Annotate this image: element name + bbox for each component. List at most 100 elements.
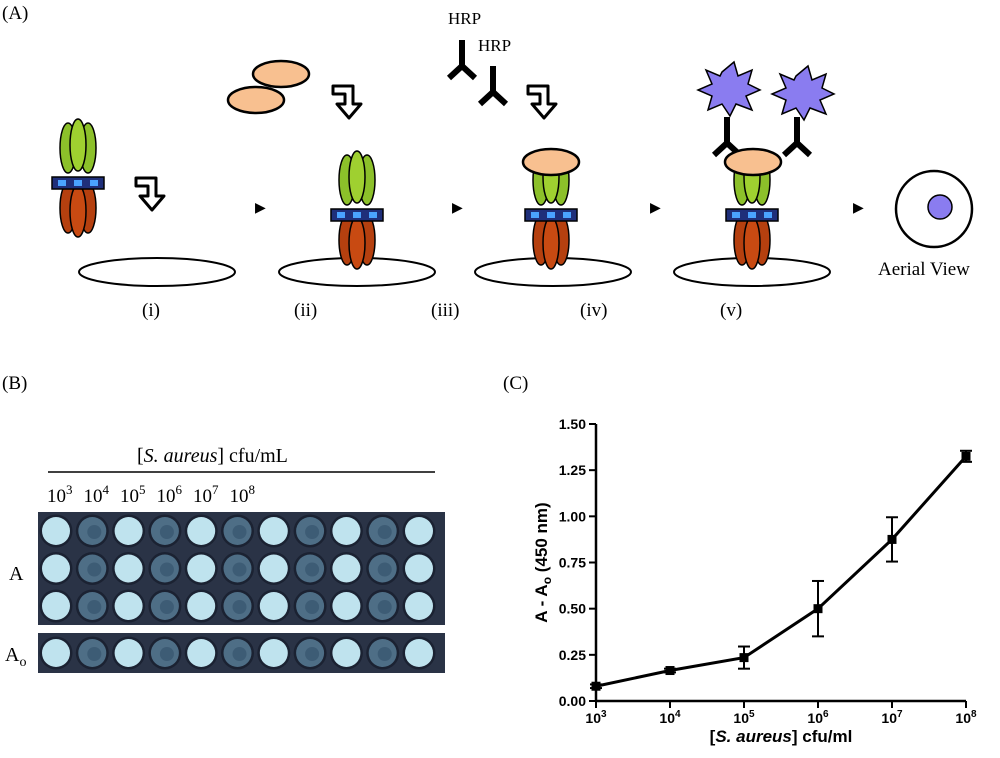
data-point (813, 604, 823, 614)
receptor-complex-bound (330, 150, 384, 270)
well (42, 639, 70, 667)
x-tick-label: 105 (733, 709, 755, 726)
y-tick-label: 1.50 (559, 416, 586, 432)
antibody-icon (449, 40, 475, 78)
bacterium-icon (723, 147, 783, 177)
well (42, 554, 70, 583)
y-axis-label: A - Ao (450 nm) (532, 502, 554, 622)
well-center (305, 525, 320, 539)
well-center (87, 647, 102, 661)
data-point (739, 653, 749, 663)
well (187, 554, 216, 583)
antibody-icon (714, 117, 740, 155)
step-label-iii: (iii) (431, 300, 460, 321)
x-tick-label: 103 (585, 709, 607, 726)
bacterium-icon (226, 85, 286, 115)
step-label-i: (i) (142, 300, 160, 321)
x-axis-label: [S. aureus] cfu/ml (710, 727, 853, 746)
concentration-label: 105 (120, 482, 146, 507)
panel-a: (A) ▶ ▶ HRP HRP ▶ ▶ Aer (2, 3, 974, 321)
well (405, 554, 433, 583)
panel-c-label: (C) (503, 373, 528, 394)
well (405, 592, 433, 620)
plate-header: [S. aureus] cfu/mL (137, 445, 288, 467)
aerial-view-label: Aerial View (878, 259, 970, 280)
well-center (305, 647, 320, 661)
step-arrow-4: ▶ (853, 201, 864, 216)
well (259, 517, 288, 545)
panel-b-label: (B) (2, 373, 27, 394)
well-center (232, 562, 247, 577)
curved-arrow-icon (134, 176, 166, 212)
step-arrow-2: ▶ (452, 201, 463, 216)
well (259, 639, 288, 667)
hrp-label-2: HRP (478, 36, 511, 55)
well-center (305, 600, 320, 614)
well (187, 592, 216, 620)
x-tick-label: 107 (881, 709, 903, 726)
well-center (87, 562, 102, 577)
well (114, 639, 143, 667)
well (332, 639, 361, 667)
panel-b: (B) [S. aureus] cfu/mL 103 104 105 106 107 10… (2, 373, 445, 673)
well-center (159, 525, 174, 539)
well-center (232, 647, 247, 661)
step-label-ii: (ii) (294, 300, 317, 321)
well (187, 517, 216, 545)
well (332, 554, 361, 583)
step-arrow-1: ▶ (255, 201, 266, 216)
y-tick-label: 0.00 (559, 693, 586, 709)
receptor-complex-free (51, 118, 105, 238)
bacterium-icon (521, 147, 581, 177)
well-surface-i (78, 257, 236, 287)
well-center (232, 600, 247, 614)
data-point (961, 451, 971, 461)
curved-arrow-icon (331, 84, 363, 120)
well-center (377, 562, 392, 577)
antibody-icon (480, 66, 506, 104)
antibody-icon (784, 117, 810, 155)
hrp-label-1: HRP (448, 9, 481, 28)
row-label-ao: Ao (5, 644, 26, 670)
well (114, 517, 143, 545)
concentration-label: 107 (193, 482, 219, 507)
curved-arrow-icon (526, 84, 558, 120)
bacterium-icon (251, 59, 311, 89)
x-tick-label: 104 (659, 709, 681, 726)
series-line (595, 455, 968, 688)
chart-plot: 0.00 0.25 0.50 0.75 1.00 1.25 1.50 103 104 105 106… (532, 416, 977, 746)
concentration-label: 106 (157, 482, 183, 507)
well (114, 592, 143, 620)
signal-spot-icon (927, 194, 953, 220)
well-center (159, 600, 174, 614)
well-center (232, 525, 247, 539)
y-tick-label: 1.00 (559, 508, 586, 524)
well (187, 639, 216, 667)
x-tick-label: 106 (807, 709, 829, 726)
row-label-a: A (9, 563, 24, 585)
well (405, 639, 433, 667)
step-label-iv: (iv) (580, 300, 607, 321)
well-center (159, 562, 174, 577)
step-label-v: (v) (720, 300, 742, 321)
concentration-label: 104 (84, 482, 110, 507)
concentration-label: 103 (47, 482, 73, 507)
well (405, 517, 433, 545)
y-tick-label: 0.25 (559, 647, 586, 663)
step-arrow-3: ▶ (650, 201, 661, 216)
well (42, 592, 70, 620)
well-center (377, 600, 392, 614)
hrp-burst-icon (696, 60, 762, 118)
concentration-label: 108 (230, 482, 256, 507)
wells-ao (39, 636, 436, 670)
data-point (665, 666, 675, 676)
data-point (887, 534, 897, 544)
well-center (159, 647, 174, 661)
y-tick-label: 0.50 (559, 601, 586, 617)
panel-a-label: (A) (2, 3, 28, 24)
well-center (87, 525, 102, 539)
y-tick-label: 0.75 (559, 555, 586, 571)
y-tick-label: 1.25 (559, 462, 586, 478)
well-center (305, 562, 320, 577)
well (332, 592, 361, 620)
